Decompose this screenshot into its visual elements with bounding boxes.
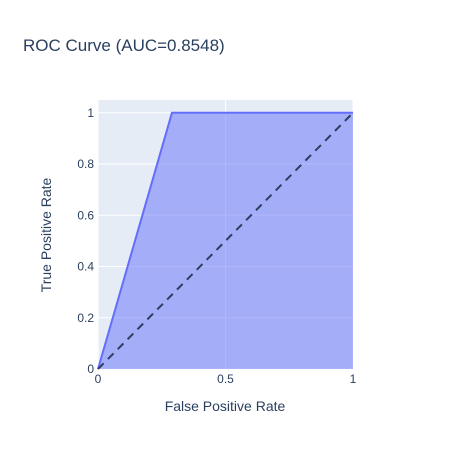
y-axis-title: True Positive Rate: [38, 177, 54, 292]
y-tick-label: 0.6: [77, 208, 94, 222]
y-tick-label: 0: [87, 362, 94, 376]
x-axis-title: False Positive Rate: [165, 398, 286, 414]
y-tick-label: 0.4: [77, 260, 94, 274]
x-tick-label: 0.5: [217, 372, 234, 386]
chance-diagonal-line: [97, 112, 354, 370]
series-layer: [97, 111, 354, 370]
x-tick-label: 1: [350, 372, 357, 386]
chart-title: ROC Curve (AUC=0.8548): [23, 36, 225, 55]
y-tick-label: 0.8: [77, 157, 94, 171]
y-axis-ticks: 0 0.2 0.4 0.6 0.8 1: [77, 106, 94, 376]
x-tick-label: 0: [95, 372, 102, 386]
y-tick-label: 0.2: [77, 311, 94, 325]
x-axis-ticks: 0 0.5 1: [95, 372, 357, 386]
roc-curve-line: [97, 111, 353, 370]
y-tick-label: 1: [87, 106, 94, 120]
